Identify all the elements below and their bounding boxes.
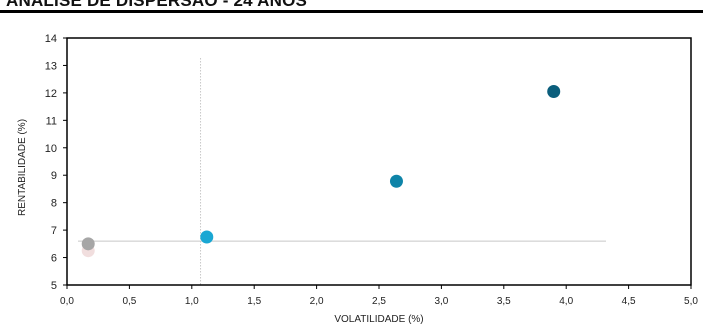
title-rule — [0, 10, 703, 13]
y-tick-label: 10 — [45, 143, 57, 155]
data-point — [81, 237, 95, 251]
x-axis-ticks: 0,0 0,5 1,0 1,5 2,0 2,5 3,0 3,5 4,0 4,5 5,0 — [60, 285, 698, 307]
y-tick-label: 7 — [51, 225, 57, 237]
plot-area-frame — [66, 37, 692, 286]
y-tick-label: 5 — [51, 280, 57, 292]
x-tick-label: 2,0 — [310, 296, 324, 307]
x-tick-label: 3,0 — [434, 296, 448, 307]
y-axis-ticks: 5 6 7 8 9 10 11 12 13 14 — [45, 33, 67, 292]
x-tick-label: 4,5 — [622, 296, 636, 307]
x-tick-label: 3,5 — [497, 296, 511, 307]
x-axis-label: VOLATILIDADE (%) — [334, 314, 423, 325]
y-tick-label: 11 — [46, 115, 57, 127]
x-tick-label: 5,0 — [684, 296, 698, 307]
x-tick-label: 0,5 — [122, 296, 136, 307]
y-tick-label: 9 — [51, 170, 57, 182]
data-point — [547, 85, 561, 99]
x-tick-label: 0,0 — [60, 296, 74, 307]
data-point — [200, 230, 214, 244]
data-point — [389, 174, 403, 188]
x-tick-label: 1,0 — [185, 296, 199, 307]
y-tick-label: 13 — [45, 60, 57, 72]
data-points — [81, 85, 561, 258]
y-axis-label: RENTABILIDADE (%) — [17, 119, 28, 216]
x-tick-label: 1,5 — [247, 296, 261, 307]
y-tick-label: 8 — [51, 198, 57, 210]
page-title: ANÁLISE DE DISPERSÃO - 24 ANOS — [6, 0, 308, 10]
reference-lines — [78, 58, 606, 285]
x-tick-label: 4,0 — [559, 296, 573, 307]
y-tick-label: 14 — [45, 33, 57, 45]
y-tick-label: 12 — [45, 88, 57, 100]
x-tick-label: 2,5 — [372, 296, 386, 307]
y-tick-label: 6 — [51, 253, 57, 265]
